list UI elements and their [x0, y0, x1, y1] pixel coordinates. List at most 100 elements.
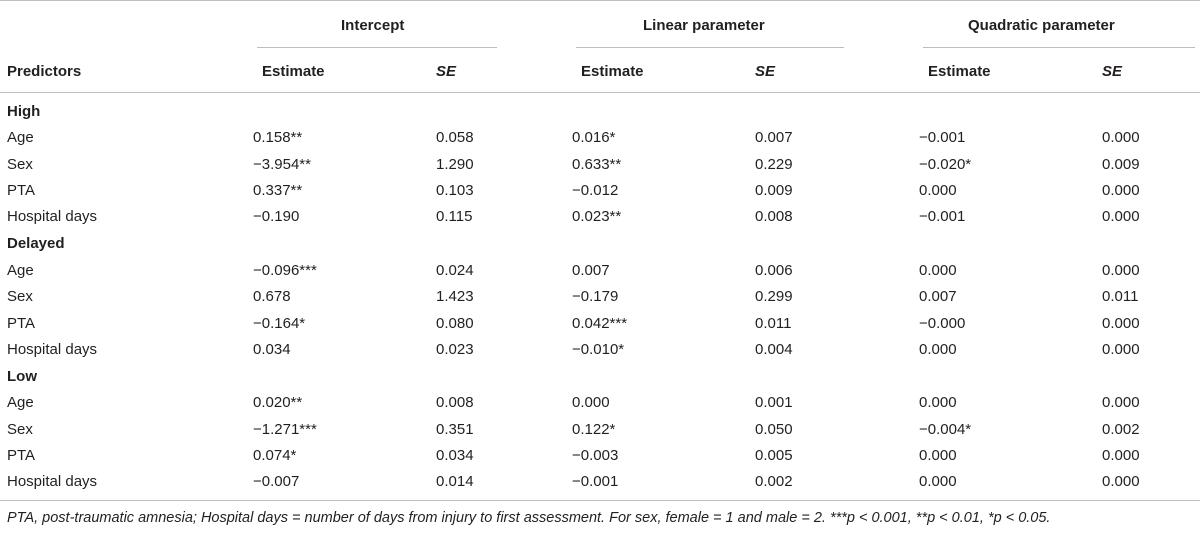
section-label-high: High	[7, 103, 41, 120]
linear-se: 0.009	[755, 182, 793, 199]
linear-se: 0.229	[755, 156, 793, 173]
quadratic-estimate: −0.001	[919, 129, 966, 146]
intercept-estimate: −0.007	[253, 473, 300, 490]
intercept-se: 0.034	[436, 447, 474, 464]
predictor-name: Hospital days	[7, 208, 98, 225]
quadratic-se: 0.000	[1102, 262, 1140, 279]
intercept-estimate: 0.020**	[253, 394, 303, 411]
quadratic-estimate: 0.000	[919, 182, 957, 199]
linear-estimate: −0.012	[572, 182, 619, 199]
intercept-se: 0.351	[436, 421, 474, 438]
col-header-intercept-estimate: Estimate	[262, 63, 325, 80]
linear-se: 0.002	[755, 473, 793, 490]
intercept-estimate: 0.074*	[253, 447, 297, 464]
intercept-se: 0.103	[436, 182, 474, 199]
quadratic-se: 0.000	[1102, 315, 1140, 332]
intercept-se: 0.008	[436, 394, 474, 411]
intercept-estimate: 0.337**	[253, 182, 303, 199]
predictor-name: Hospital days	[7, 473, 98, 490]
quadratic-se: 0.000	[1102, 447, 1140, 464]
intercept-estimate: −1.271***	[253, 421, 317, 438]
linear-se: 0.299	[755, 288, 793, 305]
linear-se: 0.001	[755, 394, 793, 411]
linear-estimate: 0.000	[572, 394, 610, 411]
intercept-estimate: 0.158**	[253, 129, 303, 146]
linear-se: 0.008	[755, 208, 793, 225]
intercept-se: 1.290	[436, 156, 474, 173]
quadratic-group-rule	[923, 47, 1195, 48]
predictor-name: Age	[7, 129, 34, 146]
intercept-estimate: −0.190	[253, 208, 300, 225]
linear-estimate: 0.023**	[572, 208, 622, 225]
predictor-name: Sex	[7, 288, 33, 305]
linear-estimate: −0.179	[572, 288, 619, 305]
group-header-quadratic: Quadratic parameter	[968, 17, 1115, 34]
group-header-linear: Linear parameter	[643, 17, 765, 34]
intercept-group-rule	[257, 47, 497, 48]
quadratic-estimate: −0.020*	[919, 156, 972, 173]
col-header-predictors: Predictors	[7, 63, 82, 80]
predictor-name: Sex	[7, 421, 33, 438]
linear-estimate: −0.001	[572, 473, 619, 490]
intercept-se: 0.080	[436, 315, 474, 332]
intercept-estimate: −3.954**	[253, 156, 311, 173]
intercept-se: 0.014	[436, 473, 474, 490]
intercept-estimate: 0.034	[253, 341, 291, 358]
predictor-name: PTA	[7, 447, 36, 464]
col-header-linear-se: SE	[755, 63, 776, 80]
predictor-name: PTA	[7, 315, 36, 332]
linear-estimate: −0.003	[572, 447, 619, 464]
col-header-quadratic-se: SE	[1102, 63, 1123, 80]
intercept-se: 1.423	[436, 288, 474, 305]
intercept-se: 0.024	[436, 262, 474, 279]
quadratic-se: 0.000	[1102, 182, 1140, 199]
top-rule	[0, 0, 1200, 1]
linear-estimate: 0.016*	[572, 129, 616, 146]
quadratic-se: 0.011	[1102, 288, 1139, 305]
col-header-intercept-se: SE	[436, 63, 457, 80]
quadratic-estimate: 0.007	[919, 288, 957, 305]
table-footnote: PTA, post-traumatic amnesia; Hospital da…	[7, 510, 1051, 526]
quadratic-se: 0.000	[1102, 473, 1140, 490]
quadratic-estimate: 0.000	[919, 447, 957, 464]
quadratic-se: 0.009	[1102, 156, 1140, 173]
col-header-linear-estimate: Estimate	[581, 63, 644, 80]
bottom-rule	[0, 500, 1200, 501]
linear-estimate: 0.042***	[572, 315, 628, 332]
predictor-name: Age	[7, 394, 34, 411]
predictor-name: Hospital days	[7, 341, 98, 358]
linear-se: 0.007	[755, 129, 793, 146]
intercept-se: 0.115	[436, 208, 473, 225]
quadratic-estimate: 0.000	[919, 341, 957, 358]
linear-estimate: 0.007	[572, 262, 610, 279]
quadratic-estimate: 0.000	[919, 394, 957, 411]
section-label-delayed: Delayed	[7, 235, 65, 252]
group-header-intercept: Intercept	[341, 17, 405, 34]
section-label-low: Low	[7, 368, 37, 385]
quadratic-se: 0.000	[1102, 341, 1140, 358]
quadratic-estimate: 0.000	[919, 473, 957, 490]
linear-se: 0.005	[755, 447, 793, 464]
intercept-se: 0.058	[436, 129, 474, 146]
linear-estimate: −0.010*	[572, 341, 625, 358]
intercept-estimate: −0.096***	[253, 262, 317, 279]
linear-estimate: 0.122*	[572, 421, 616, 438]
intercept-estimate: 0.678	[253, 288, 291, 305]
quadratic-se: 0.000	[1102, 129, 1140, 146]
quadratic-se: 0.002	[1102, 421, 1140, 438]
linear-estimate: 0.633**	[572, 156, 622, 173]
header-rule	[0, 92, 1200, 93]
col-header-quadratic-estimate: Estimate	[928, 63, 991, 80]
quadratic-estimate: 0.000	[919, 262, 957, 279]
linear-se: 0.004	[755, 341, 793, 358]
linear-se: 0.006	[755, 262, 793, 279]
quadratic-estimate: −0.001	[919, 208, 966, 225]
intercept-estimate: −0.164*	[253, 315, 306, 332]
linear-se: 0.050	[755, 421, 793, 438]
quadratic-estimate: −0.000	[919, 315, 966, 332]
intercept-se: 0.023	[436, 341, 474, 358]
quadratic-estimate: −0.004*	[919, 421, 972, 438]
predictor-name: PTA	[7, 182, 36, 199]
predictor-name: Sex	[7, 156, 33, 173]
